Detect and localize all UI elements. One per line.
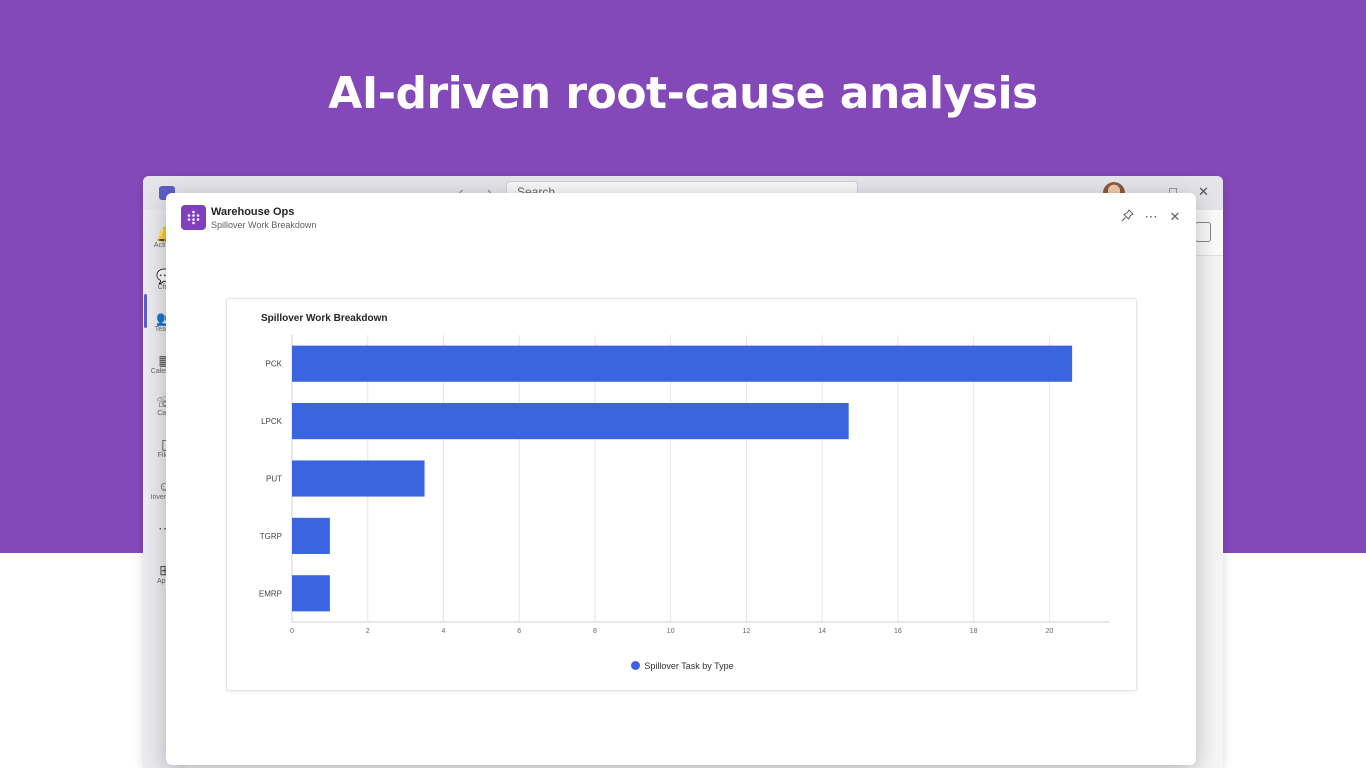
y-category-label: LPCK: [261, 417, 283, 426]
grid-dots-icon: [187, 210, 200, 225]
y-category-label: TGRP: [260, 532, 282, 541]
rail-item-files[interactable]: ▯ Files: [143, 432, 187, 472]
x-tick-label: 10: [667, 628, 675, 635]
page-headline: AI-driven root-cause analysis: [328, 68, 1038, 119]
x-tick-label: 12: [743, 628, 751, 635]
apps-icon: ⊞: [159, 562, 171, 578]
x-tick-label: 14: [818, 628, 826, 635]
dialog-subtitle: Spillover Work Breakdown: [211, 220, 317, 230]
bar-tgrp: [292, 517, 330, 554]
app-name: Warehouse Ops: [211, 206, 295, 218]
chart-card: 0 2 4 6 8 10 12 14 16 18 20 PCK LPCK PUT TGRP EMRP Spil…: [226, 298, 1137, 691]
chart-legend[interactable]: Spillover Task by Type: [227, 661, 1138, 671]
y-category-label: EMRP: [259, 589, 282, 598]
bar-emrp: [292, 575, 330, 612]
x-tick-label: 18: [970, 628, 978, 635]
chart-title: Spillover Work Breakdown: [261, 313, 388, 324]
x-tick-label: 16: [894, 628, 902, 635]
bar-chart: 0 2 4 6 8 10 12 14 16 18 20 PCK LPCK PUT TGRP EMRP: [259, 335, 1110, 635]
bar-pck: [292, 345, 1073, 382]
bar-lpck: [292, 403, 849, 440]
more-options-icon[interactable]: ⋯: [1144, 209, 1158, 224]
rail-item-apps[interactable]: ⊞ Apps: [143, 558, 187, 598]
x-tick-label: 20: [1046, 628, 1054, 635]
bar-put: [292, 460, 425, 497]
app-icon: [181, 205, 206, 230]
files-icon: ▯: [161, 436, 169, 452]
x-tick-label: 6: [517, 628, 521, 635]
close-icon[interactable]: ✕: [1169, 209, 1181, 224]
window-close-icon[interactable]: ✕: [1198, 184, 1209, 199]
x-tick-label: 4: [442, 628, 446, 635]
y-category-label: PUT: [266, 475, 282, 484]
legend-label: Spillover Task by Type: [644, 661, 734, 671]
chart-dialog: Warehouse Ops Spillover Work Breakdown ⋯…: [166, 193, 1196, 765]
rail-active-indicator: [144, 294, 147, 328]
y-category-label: PCK: [266, 360, 283, 369]
x-tick-label: 0: [290, 628, 294, 635]
header-action-icon[interactable]: [1195, 222, 1211, 242]
x-tick-label: 8: [593, 628, 597, 635]
maximize-icon[interactable]: □: [1169, 184, 1177, 199]
pin-icon[interactable]: [1119, 209, 1135, 225]
x-tick-label: 2: [366, 628, 370, 635]
legend-swatch: [631, 661, 641, 670]
